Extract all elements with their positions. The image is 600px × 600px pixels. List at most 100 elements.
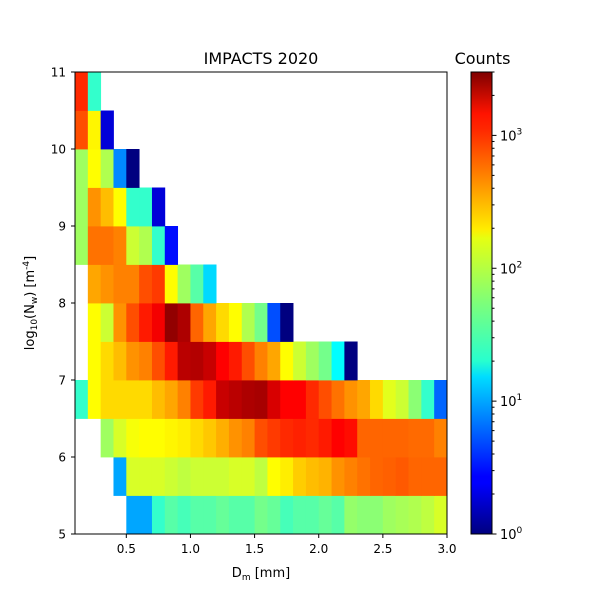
heatmap-cell (100, 110, 114, 150)
heatmap-cell (382, 457, 397, 496)
heatmap-cell (228, 495, 243, 535)
heatmap-cell (87, 264, 102, 304)
x-axis-label: Dm​ [mm] (232, 566, 290, 583)
colorbar-tick-label: 102 (500, 260, 522, 277)
heatmap-cell (139, 264, 153, 304)
heatmap-cell (164, 457, 179, 496)
y-axis: 5 6 7 8 9 10 11 (51, 66, 75, 542)
y-tick-label: 10 (51, 143, 66, 157)
heatmap-cell (203, 495, 217, 535)
heatmap-cell (280, 418, 294, 458)
heatmap-cell (344, 418, 358, 458)
heatmap-cells (75, 72, 448, 535)
heatmap-cell (305, 495, 320, 535)
heatmap-cell (293, 341, 307, 381)
heatmap-cell (318, 495, 332, 535)
colorbar-tick-label: 103 (500, 127, 522, 144)
heatmap-cell (318, 457, 332, 496)
heatmap-cell (305, 380, 320, 419)
heatmap-cell (139, 226, 153, 265)
heatmap-cell (408, 418, 422, 458)
heatmap-cell (241, 380, 255, 419)
heatmap-cell (357, 380, 371, 419)
heatmap-cell (305, 341, 320, 381)
heatmap-cell (408, 457, 422, 496)
heatmap-cell (113, 226, 127, 265)
heatmap-cell (331, 341, 345, 381)
heatmap-cell (254, 341, 268, 381)
heatmap-cell (228, 418, 243, 458)
heatmap-cell (293, 495, 307, 535)
heatmap-cell (203, 303, 217, 342)
y-tick-label: 9 (58, 220, 66, 234)
heatmap-cell (318, 341, 332, 381)
heatmap-cell (370, 380, 384, 419)
heatmap-cell (164, 341, 179, 381)
heatmap-cell (382, 418, 397, 458)
heatmap-cell (87, 110, 102, 150)
heatmap-cell (126, 457, 140, 496)
heatmap-cell (164, 264, 179, 304)
heatmap-cell (280, 341, 294, 381)
heatmap-cell (318, 418, 332, 458)
colorbar-title: Counts (455, 49, 511, 68)
x-tick-label: 1.0 (181, 542, 200, 556)
heatmap-cell (100, 264, 114, 304)
heatmap-cell (126, 303, 140, 342)
heatmap-cell (177, 303, 191, 342)
heatmap-cell (139, 187, 153, 227)
x-tick-label: 1.5 (245, 542, 264, 556)
heatmap-cell (382, 380, 397, 419)
heatmap-cell (87, 341, 102, 381)
heatmap-cell (164, 495, 179, 535)
heatmap-cell (293, 380, 307, 419)
heatmap-cell (331, 418, 345, 458)
heatmap-cell (267, 418, 281, 458)
heatmap-cell (305, 457, 320, 496)
heatmap-cell (126, 264, 140, 304)
heatmap-cell (216, 457, 230, 496)
y-tick-label: 7 (58, 374, 66, 388)
heatmap-cell (139, 418, 153, 458)
heatmap-cell (241, 341, 255, 381)
heatmap-cell (151, 226, 166, 265)
heatmap-cell (331, 457, 345, 496)
heatmap-cell (228, 303, 243, 342)
heatmap-cell (305, 418, 320, 458)
heatmap-cell (126, 226, 140, 265)
heatmap-cell (280, 303, 294, 342)
heatmap-cell (75, 72, 89, 111)
heatmap-cell (434, 380, 448, 419)
heatmap-cell (267, 341, 281, 381)
heatmap-cell (100, 187, 114, 227)
heatmap-cell (228, 341, 243, 381)
heatmap-cell (100, 226, 114, 265)
heatmap-cell (164, 226, 179, 265)
heatmap-cell (228, 380, 243, 419)
heatmap-cell (151, 264, 166, 304)
heatmap-cell (177, 495, 191, 535)
heatmap-cell (151, 187, 166, 227)
heatmap-cell (151, 457, 166, 496)
heatmap-cell (395, 495, 409, 535)
heatmap-cell (100, 418, 114, 458)
x-axis: 0.5 1.0 1.5 2.0 2.5 3.0 (117, 534, 457, 556)
heatmap-cell (113, 457, 127, 496)
heatmap-cell (87, 149, 102, 188)
heatmap-cell (216, 341, 230, 381)
heatmap-cell (280, 380, 294, 419)
heatmap-cell (113, 418, 127, 458)
chart-title: IMPACTS 2020 (204, 49, 319, 68)
heatmap-cell (75, 110, 89, 150)
heatmap-cell (434, 495, 448, 535)
heatmap-cell (293, 457, 307, 496)
heatmap-cell (318, 380, 332, 419)
heatmap-cell (370, 495, 384, 535)
heatmap-cell (203, 418, 217, 458)
heatmap-cell (370, 418, 384, 458)
heatmap-cell (344, 380, 358, 419)
x-tick-label: 2.0 (309, 542, 328, 556)
heatmap-cell (87, 72, 102, 111)
heatmap-cell (395, 380, 409, 419)
